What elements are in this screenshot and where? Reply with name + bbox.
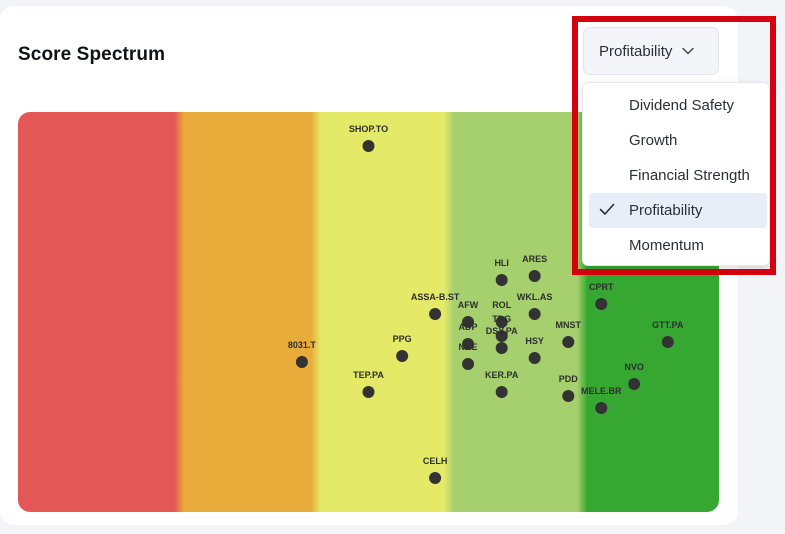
point-marker[interactable]: [429, 308, 442, 320]
score-point-gtt-pa[interactable]: GTT.PA: [652, 320, 684, 348]
score-points: SHOP.TO HLI ARES CPRT ASSA-B.ST WKL.AS AFW ROL A…: [288, 124, 684, 484]
point-marker[interactable]: [628, 378, 641, 390]
menu-item-dividend-safety[interactable]: Dividend Safety: [589, 88, 767, 123]
point-label: MNST: [556, 320, 582, 330]
score-point-rol[interactable]: ROL: [492, 300, 512, 328]
point-marker[interactable]: [528, 352, 541, 364]
point-marker[interactable]: [562, 336, 575, 348]
point-label: 8031.T: [288, 340, 317, 350]
point-marker[interactable]: [528, 270, 541, 282]
point-marker[interactable]: [362, 386, 375, 398]
score-band-2: [316, 112, 449, 512]
chevron-down-icon: [682, 47, 695, 55]
score-point-adp[interactable]: ADP: [459, 322, 478, 350]
score-point-wkl-as[interactable]: WKL.AS: [517, 292, 553, 320]
menu-item-profitability[interactable]: Profitability: [589, 193, 767, 228]
menu-item-momentum[interactable]: Momentum: [589, 228, 767, 263]
score-point-hli[interactable]: HLI: [494, 258, 509, 286]
point-marker[interactable]: [462, 316, 475, 328]
point-label: DSY.PA: [486, 326, 518, 336]
menu-item-growth[interactable]: Growth: [589, 123, 767, 158]
score-point-nke[interactable]: NKE: [459, 342, 478, 370]
point-label: ROL: [492, 300, 512, 310]
point-marker[interactable]: [495, 386, 508, 398]
menu-item-label: Financial Strength: [629, 167, 750, 184]
point-label: MELE.BR: [581, 386, 622, 396]
score-point-cprt[interactable]: CPRT: [589, 282, 614, 310]
point-marker[interactable]: [528, 308, 541, 320]
menu-item-label: Growth: [629, 132, 678, 149]
point-label: WKL.AS: [517, 292, 553, 302]
score-point-mnst[interactable]: MNST: [556, 320, 582, 348]
point-label: TDG: [492, 314, 511, 324]
point-label: AFW: [458, 300, 479, 310]
card-title: Score Spectrum: [18, 44, 166, 65]
dropdown-selected-label: Profitability: [599, 42, 673, 60]
point-marker[interactable]: [495, 316, 508, 328]
score-point-shop-to[interactable]: SHOP.TO: [349, 124, 388, 152]
score-point-hsy[interactable]: HSY: [525, 336, 544, 364]
metric-dropdown-menu: Dividend Safety Growth Financial Strengt…: [582, 82, 770, 266]
point-marker[interactable]: [495, 330, 508, 342]
score-point-ares[interactable]: ARES: [522, 254, 547, 282]
menu-item-label: Profitability: [629, 202, 703, 219]
point-marker[interactable]: [362, 140, 375, 152]
score-point-tep-pa[interactable]: TEP.PA: [353, 370, 384, 398]
point-marker[interactable]: [495, 274, 508, 286]
point-marker[interactable]: [295, 356, 308, 368]
point-marker[interactable]: [462, 358, 475, 370]
point-label: GTT.PA: [652, 320, 684, 330]
point-marker[interactable]: [462, 338, 475, 350]
point-label: ARES: [522, 254, 547, 264]
score-band-3: [449, 112, 582, 512]
score-point-assa-b-st[interactable]: ASSA-B.ST: [411, 292, 460, 320]
score-band-0: [18, 112, 179, 512]
point-label: PPG: [393, 334, 412, 344]
point-marker[interactable]: [595, 402, 608, 414]
point-label: PDD: [559, 374, 579, 384]
metric-dropdown-button[interactable]: Profitability: [583, 27, 719, 75]
score-point-ppg[interactable]: PPG: [393, 334, 412, 362]
menu-item-financial-strength[interactable]: Financial Strength: [589, 158, 767, 193]
point-marker[interactable]: [595, 298, 608, 310]
point-label: ASSA-B.ST: [411, 292, 460, 302]
score-band-1: [179, 112, 316, 512]
point-marker[interactable]: [562, 390, 575, 402]
point-label: NKE: [459, 342, 478, 352]
point-marker[interactable]: [396, 350, 409, 362]
point-label: SHOP.TO: [349, 124, 388, 134]
point-label: CELH: [423, 456, 448, 466]
score-point-8031-t[interactable]: 8031.T: [288, 340, 317, 368]
check-icon: [599, 203, 615, 220]
point-marker[interactable]: [429, 472, 442, 484]
menu-item-label: Dividend Safety: [629, 97, 735, 114]
menu-item-label: Momentum: [629, 237, 705, 254]
point-label: HSY: [525, 336, 544, 346]
score-point-tdg[interactable]: TDG: [492, 314, 511, 342]
point-label: NVO: [624, 362, 644, 372]
point-label: HLI: [494, 258, 509, 268]
point-marker[interactable]: [495, 342, 508, 354]
point-marker[interactable]: [661, 336, 674, 348]
score-point-ker-pa[interactable]: KER.PA: [485, 370, 519, 398]
score-point-afw[interactable]: AFW: [458, 300, 479, 328]
point-label: ADP: [459, 322, 478, 332]
score-point-mele-br[interactable]: MELE.BR: [581, 386, 622, 414]
score-point-pdd[interactable]: PDD: [559, 374, 579, 402]
point-label: CPRT: [589, 282, 614, 292]
point-label: KER.PA: [485, 370, 519, 380]
point-label: TEP.PA: [353, 370, 384, 380]
score-point-nvo[interactable]: NVO: [624, 362, 644, 390]
score-point-celh[interactable]: CELH: [423, 456, 448, 484]
score-point-dsy-pa[interactable]: DSY.PA: [486, 326, 518, 354]
